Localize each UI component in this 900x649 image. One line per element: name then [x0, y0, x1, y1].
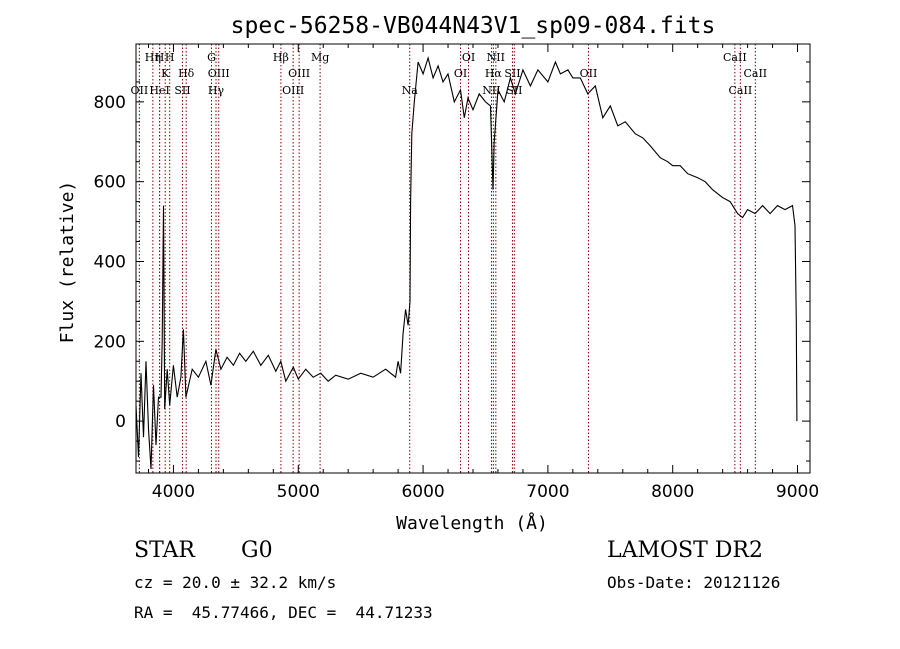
x-tick-label: 8000 [651, 482, 694, 502]
spectral-line-label: CaII [723, 51, 747, 64]
spectral-line-label: NII [482, 84, 500, 97]
spectral-line-label: CaII [729, 84, 753, 97]
spectral-line-label: Hβ [273, 51, 289, 64]
x-tick-label: 9000 [776, 482, 819, 502]
spectral-line-label: Hδ [178, 67, 195, 80]
redshift-cz: cz = 20.0 ± 32.2 km/s [134, 573, 337, 592]
spectral-line-label: Hγ [208, 84, 225, 97]
spectral-line-label: Hα [485, 67, 503, 80]
x-axis-ticks: 4000 5000 6000 7000 8000 9000 [147, 44, 819, 502]
spectral-line-label: Hη [145, 51, 161, 64]
y-tick-label: 0 [115, 412, 126, 432]
spectral-line-markers [138, 44, 756, 473]
object-subclass: G0 [241, 538, 273, 563]
y-tick-label: 400 [94, 252, 126, 272]
x-tick-label: 4000 [152, 482, 195, 502]
y-tick-label: 200 [94, 332, 126, 352]
object-class: STAR [134, 538, 195, 563]
spectral-line-label: OI [462, 51, 475, 64]
spectral-line-label: K [161, 67, 170, 80]
y-axis-ticks: 0 200 400 600 800 [94, 61, 810, 462]
spectral-line-label: CaII [743, 67, 767, 80]
spectral-line-label: NII [487, 51, 505, 64]
spectral-line-label: SII [504, 67, 520, 80]
spectral-line-labels: OIIHηHKHeIHSIIHδGOIIIHγHβOIIIOIIIMgNaOIO… [131, 51, 768, 97]
flux-line [135, 55, 798, 470]
spectral-line-label: OIII [282, 84, 304, 97]
coordinates: RA = 45.77466, DEC = 44.71233 [134, 603, 433, 622]
spectral-line-label: H [155, 51, 165, 64]
spectral-line-label: OII [580, 67, 598, 80]
y-tick-label: 800 [94, 93, 126, 113]
spectral-line-label: Mg [311, 51, 329, 64]
chart-title: spec-56258-VB044N43V1_sp09-084.fits [231, 13, 716, 39]
y-tick-label: 600 [94, 173, 126, 193]
spectral-line-label: HeI [149, 84, 169, 97]
x-axis-label: Wavelength (Å) [396, 512, 548, 534]
spectral-line-label: OIII [288, 67, 310, 80]
spectral-line-label: SII [174, 84, 190, 97]
spectral-line-label: Na [402, 84, 419, 97]
x-tick-label: 7000 [526, 482, 569, 502]
x-tick-label: 5000 [277, 482, 320, 502]
survey-name: LAMOST DR2 [607, 538, 763, 563]
spectral-line-label: OI [454, 67, 467, 80]
spectral-line-label: OII [131, 84, 149, 97]
observation-date: Obs-Date: 20121126 [607, 573, 781, 592]
y-axis-label: Flux (relative) [57, 181, 78, 344]
x-tick-label: 6000 [401, 482, 444, 502]
spectral-line-label: G [207, 51, 216, 64]
spectral-line-label: H [165, 51, 175, 64]
flux-series [135, 55, 798, 470]
spectral-line-label: OIII [208, 67, 230, 80]
